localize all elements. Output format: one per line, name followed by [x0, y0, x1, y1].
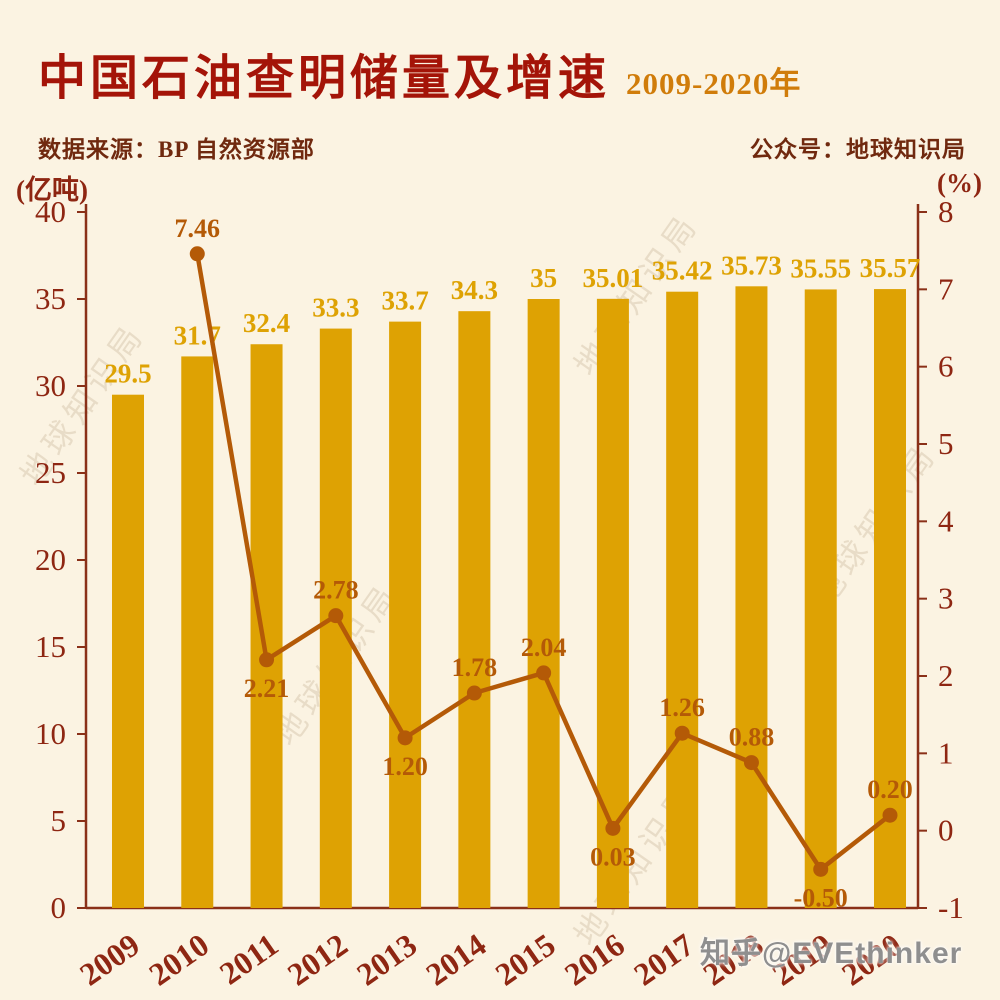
bar-2010 [181, 356, 214, 908]
line-point-2013 [397, 730, 413, 746]
line-label-2015: 2.04 [521, 633, 567, 662]
right-axis-tick-label: 1 [938, 735, 954, 770]
right-axis-tick-label: 7 [938, 271, 954, 306]
bar-label-2011: 32.4 [243, 308, 290, 338]
bar-2009 [112, 394, 144, 908]
bar-label-2012: 33.3 [312, 293, 359, 323]
x-axis-label-2009: 2009 [73, 926, 146, 992]
right-axis-tick-label: 8 [938, 194, 954, 229]
right-axis-tick-label: -1 [938, 890, 964, 925]
line-label-2012: 2.78 [313, 576, 359, 605]
page-title: 中国石油查明储量及增速 [38, 52, 611, 105]
left-axis-tick-label: 5 [51, 803, 67, 838]
bar-label-2019: 35.55 [790, 253, 851, 283]
title-years: 2009-2020年 [626, 66, 802, 101]
bar-label-2020: 35.57 [860, 253, 921, 283]
line-label-2017: 1.26 [659, 693, 705, 722]
bar-2017 [666, 291, 699, 908]
bar-2019 [804, 289, 837, 908]
right-axis-tick-label: 5 [938, 426, 954, 461]
title-row: 中国石油查明储量及增速 2009-2020年 [38, 38, 966, 108]
line-point-2011 [259, 652, 275, 668]
bar-label-2018: 35.73 [721, 250, 782, 280]
line-label-2020: 0.20 [867, 775, 913, 804]
left-axis-tick-label: 20 [35, 542, 66, 577]
right-axis-tick-label: 3 [938, 581, 954, 616]
line-point-2019 [813, 861, 829, 877]
left-axis-tick-label: 35 [35, 281, 66, 316]
x-axis-label-2012: 2012 [281, 926, 354, 992]
x-axis-label-2016: 2016 [558, 926, 631, 992]
bar-label-2009: 29.5 [104, 359, 151, 389]
line-point-2015 [536, 665, 552, 681]
chart-header: 中国石油查明储量及增速 2009-2020年 数据来源：BP 自然资源部 公众号… [38, 38, 966, 164]
credit-watermark: 知乎@EVEthinker [700, 937, 963, 970]
bar-label-2014: 34.3 [451, 275, 498, 305]
left-axis-tick-label: 15 [35, 629, 66, 664]
bar-2015 [527, 299, 560, 908]
right-axis-unit: (%) [937, 168, 982, 198]
line-point-2020 [882, 807, 898, 823]
subheader: 数据来源：BP 自然资源部 公众号：地球知识局 [38, 130, 966, 164]
line-label-2019: -0.50 [794, 883, 848, 912]
x-axis-label-2011: 2011 [213, 926, 285, 991]
bar-label-2015: 35 [530, 263, 557, 293]
bar-2020 [874, 289, 906, 908]
line-label-2010: 7.46 [175, 214, 221, 243]
data-source-label: 数据来源：BP 自然资源部 [38, 137, 315, 162]
line-label-2014: 1.78 [452, 653, 498, 682]
line-label-2018: 0.88 [729, 723, 775, 752]
account-label: 公众号：地球知识局 [750, 137, 966, 162]
right-axis-tick-label: 2 [938, 658, 954, 693]
line-label-2016: 0.03 [590, 842, 636, 871]
left-axis-unit: (亿吨) [16, 175, 88, 205]
x-axis-label-2014: 2014 [419, 926, 492, 992]
right-axis-tick-label: 0 [938, 813, 954, 848]
right-axis-tick-label: 4 [938, 503, 954, 538]
bar-2013 [389, 321, 422, 908]
x-axis-label-2015: 2015 [489, 926, 562, 992]
bar-label-2017: 35.42 [652, 256, 713, 286]
x-axis-label-2013: 2013 [350, 926, 423, 992]
bar-2014 [458, 311, 491, 908]
left-axis-tick-label: 40 [35, 194, 66, 229]
line-point-2016 [605, 820, 621, 836]
right-axis-tick-label: 6 [938, 349, 954, 384]
x-axis-label-2017: 2017 [627, 926, 700, 992]
bar-2011 [250, 344, 283, 908]
line-point-2018 [743, 755, 759, 771]
line-point-2012 [328, 608, 344, 624]
left-axis-tick-label: 25 [35, 455, 66, 490]
x-axis-label-2010: 2010 [142, 926, 215, 992]
line-point-2010 [189, 246, 205, 262]
line-label-2011: 2.21 [244, 674, 290, 703]
bar-label-2016: 35.01 [583, 263, 644, 293]
left-axis-tick-label: 10 [35, 716, 66, 751]
line-label-2013: 1.20 [382, 752, 428, 781]
bar-2018 [735, 286, 768, 909]
bar-label-2013: 33.7 [381, 286, 428, 316]
left-axis-tick-label: 30 [35, 368, 66, 403]
left-axis-tick-label: 0 [51, 890, 67, 925]
line-point-2014 [466, 685, 482, 701]
line-point-2017 [674, 725, 690, 741]
